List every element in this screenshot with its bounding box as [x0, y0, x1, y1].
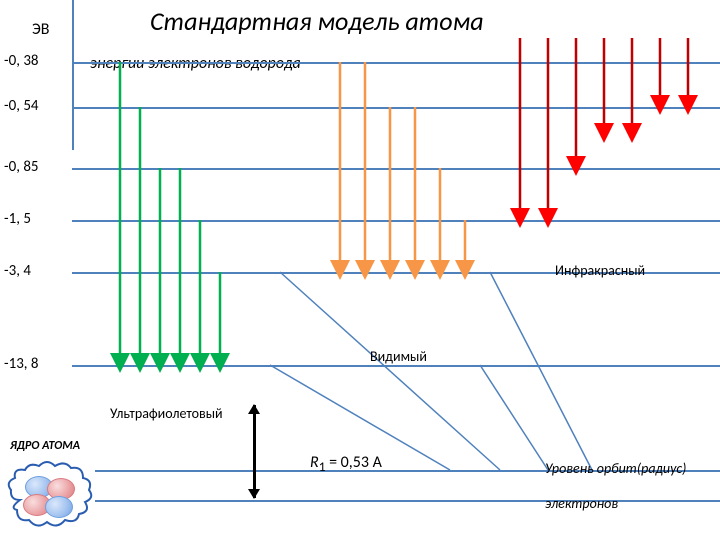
energy-level-label: -0, 85 [4, 158, 39, 176]
formula-rest: = 0,53 А [329, 453, 382, 472]
orbit-caption: электронов [545, 495, 618, 512]
energy-level-line [72, 168, 720, 170]
connector-line [490, 272, 592, 470]
orbit-caption: Уровень орбит(радиус) [545, 460, 686, 477]
orbit-line [95, 500, 720, 502]
nucleus-label: ЯДРО АТОМА [10, 440, 80, 453]
connector-line [480, 365, 548, 470]
energy-level-label: -0, 38 [4, 52, 39, 70]
energy-level-line [72, 62, 720, 64]
formula-sub: 1 [319, 458, 326, 475]
radius-formula: R1 = 0,53 А [310, 453, 382, 475]
energy-level-label: -13, 8 [4, 355, 39, 373]
vertical-divider [72, 0, 74, 150]
ev-header: ЭВ [32, 20, 49, 39]
series-label: Ультрафиолетовый [110, 405, 223, 422]
series-label: Видимый [370, 348, 427, 365]
energy-level-label: -3, 4 [4, 262, 31, 280]
series-label: Инфракрасный [555, 262, 645, 279]
energy-level-line [72, 107, 720, 109]
diagram-title: Стандартная модель атома [150, 5, 484, 37]
energy-level-label: -0, 54 [4, 97, 39, 115]
energy-level-label: -1, 5 [4, 210, 31, 228]
radius-double-arrow [253, 405, 256, 498]
energy-level-line [72, 220, 720, 222]
formula-r: R [310, 453, 319, 472]
connector-line [280, 272, 500, 470]
subtitle: энергии электронов водорода [90, 55, 310, 73]
nucleus-icon [5, 460, 95, 530]
energy-level-line [72, 365, 720, 367]
